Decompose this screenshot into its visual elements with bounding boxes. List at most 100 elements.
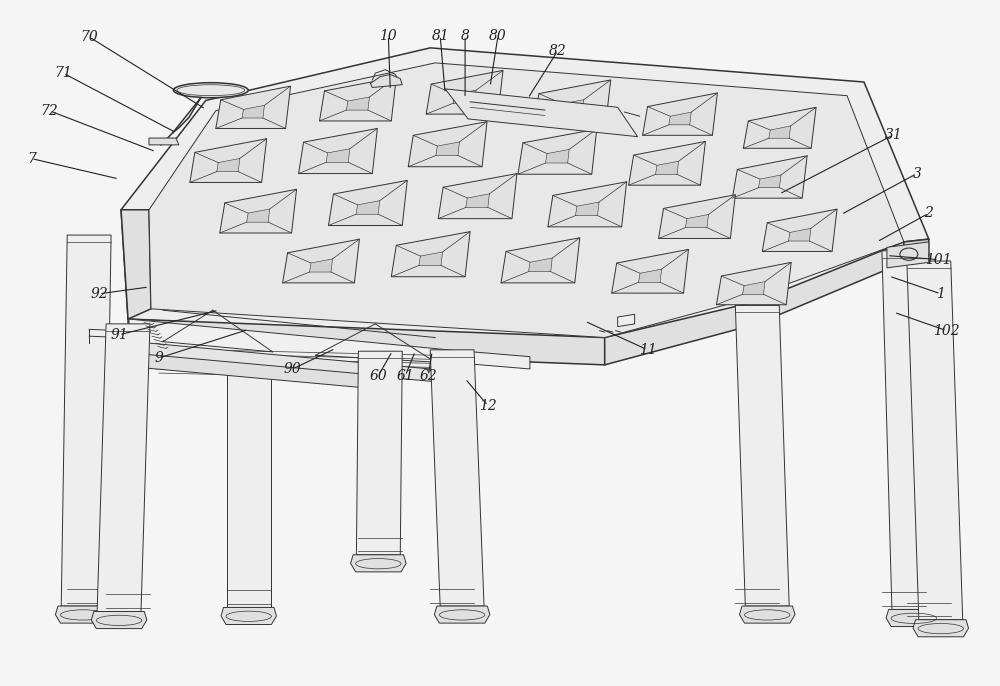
Polygon shape xyxy=(190,139,267,182)
Polygon shape xyxy=(501,238,580,283)
Polygon shape xyxy=(659,195,735,239)
Text: 2: 2 xyxy=(924,206,933,220)
Polygon shape xyxy=(716,262,791,305)
Polygon shape xyxy=(391,232,470,276)
Polygon shape xyxy=(882,251,936,609)
Text: 102: 102 xyxy=(933,324,960,338)
Text: 72: 72 xyxy=(40,104,58,118)
Polygon shape xyxy=(370,75,402,88)
Polygon shape xyxy=(466,194,489,207)
Polygon shape xyxy=(445,89,638,137)
Polygon shape xyxy=(605,242,904,365)
Polygon shape xyxy=(61,235,111,606)
Polygon shape xyxy=(217,158,240,172)
Polygon shape xyxy=(877,239,929,264)
Polygon shape xyxy=(320,78,396,121)
Text: 101: 101 xyxy=(925,252,952,267)
Polygon shape xyxy=(561,99,584,113)
Polygon shape xyxy=(133,342,445,383)
Polygon shape xyxy=(121,48,929,343)
Text: 3: 3 xyxy=(912,167,921,180)
Polygon shape xyxy=(887,242,929,268)
Polygon shape xyxy=(408,121,487,167)
Polygon shape xyxy=(913,619,969,637)
Polygon shape xyxy=(788,228,811,241)
Polygon shape xyxy=(283,239,359,283)
Ellipse shape xyxy=(173,83,248,97)
Text: 61: 61 xyxy=(396,369,414,383)
Text: 31: 31 xyxy=(885,128,903,141)
Polygon shape xyxy=(356,351,402,555)
Polygon shape xyxy=(121,210,151,319)
Text: 1: 1 xyxy=(936,287,945,300)
Text: 62: 62 xyxy=(419,369,437,383)
Polygon shape xyxy=(639,269,662,282)
Polygon shape xyxy=(612,250,688,293)
Text: 8: 8 xyxy=(461,29,470,43)
Text: 92: 92 xyxy=(90,287,108,300)
Polygon shape xyxy=(419,252,443,265)
Polygon shape xyxy=(299,128,377,174)
Polygon shape xyxy=(149,138,179,145)
Text: 7: 7 xyxy=(27,152,36,165)
Polygon shape xyxy=(149,63,904,338)
Polygon shape xyxy=(128,319,605,365)
Polygon shape xyxy=(732,156,807,198)
Polygon shape xyxy=(91,611,147,628)
Polygon shape xyxy=(438,174,517,219)
Polygon shape xyxy=(436,142,459,156)
Text: 82: 82 xyxy=(549,44,567,58)
Polygon shape xyxy=(216,86,291,128)
Polygon shape xyxy=(453,90,476,104)
Polygon shape xyxy=(743,107,816,148)
Text: 81: 81 xyxy=(431,29,449,43)
Polygon shape xyxy=(735,305,789,606)
Polygon shape xyxy=(685,215,708,228)
Polygon shape xyxy=(426,71,503,114)
Polygon shape xyxy=(328,180,407,226)
Polygon shape xyxy=(242,106,264,118)
Polygon shape xyxy=(97,324,150,611)
Text: 10: 10 xyxy=(379,29,397,43)
Polygon shape xyxy=(351,555,406,572)
Polygon shape xyxy=(227,343,271,607)
Polygon shape xyxy=(618,314,635,327)
Polygon shape xyxy=(575,202,599,215)
Polygon shape xyxy=(220,189,297,233)
Polygon shape xyxy=(769,126,791,139)
Polygon shape xyxy=(529,258,552,272)
Polygon shape xyxy=(643,93,717,135)
Text: 60: 60 xyxy=(369,369,387,383)
Text: 12: 12 xyxy=(479,399,497,413)
Polygon shape xyxy=(434,606,490,623)
Polygon shape xyxy=(762,209,837,252)
Text: 90: 90 xyxy=(284,362,301,376)
Polygon shape xyxy=(904,239,929,264)
Polygon shape xyxy=(346,97,369,110)
Polygon shape xyxy=(743,281,765,294)
Polygon shape xyxy=(546,150,569,163)
Polygon shape xyxy=(740,606,795,623)
Polygon shape xyxy=(548,182,627,227)
Text: 80: 80 xyxy=(489,29,507,43)
Polygon shape xyxy=(629,141,705,185)
Text: 91: 91 xyxy=(110,328,128,342)
Text: 9: 9 xyxy=(155,351,163,365)
Polygon shape xyxy=(669,112,691,125)
Polygon shape xyxy=(759,175,781,188)
Polygon shape xyxy=(356,201,380,214)
Polygon shape xyxy=(247,209,270,222)
Polygon shape xyxy=(129,319,448,372)
Polygon shape xyxy=(448,350,530,369)
Polygon shape xyxy=(886,609,942,626)
Polygon shape xyxy=(141,354,360,388)
Polygon shape xyxy=(534,80,611,123)
Text: 70: 70 xyxy=(80,30,98,44)
Polygon shape xyxy=(430,350,484,606)
Text: 11: 11 xyxy=(639,343,656,357)
Polygon shape xyxy=(309,259,333,272)
Text: 71: 71 xyxy=(54,66,72,80)
Polygon shape xyxy=(907,261,963,619)
Polygon shape xyxy=(656,161,679,174)
Polygon shape xyxy=(518,129,597,174)
